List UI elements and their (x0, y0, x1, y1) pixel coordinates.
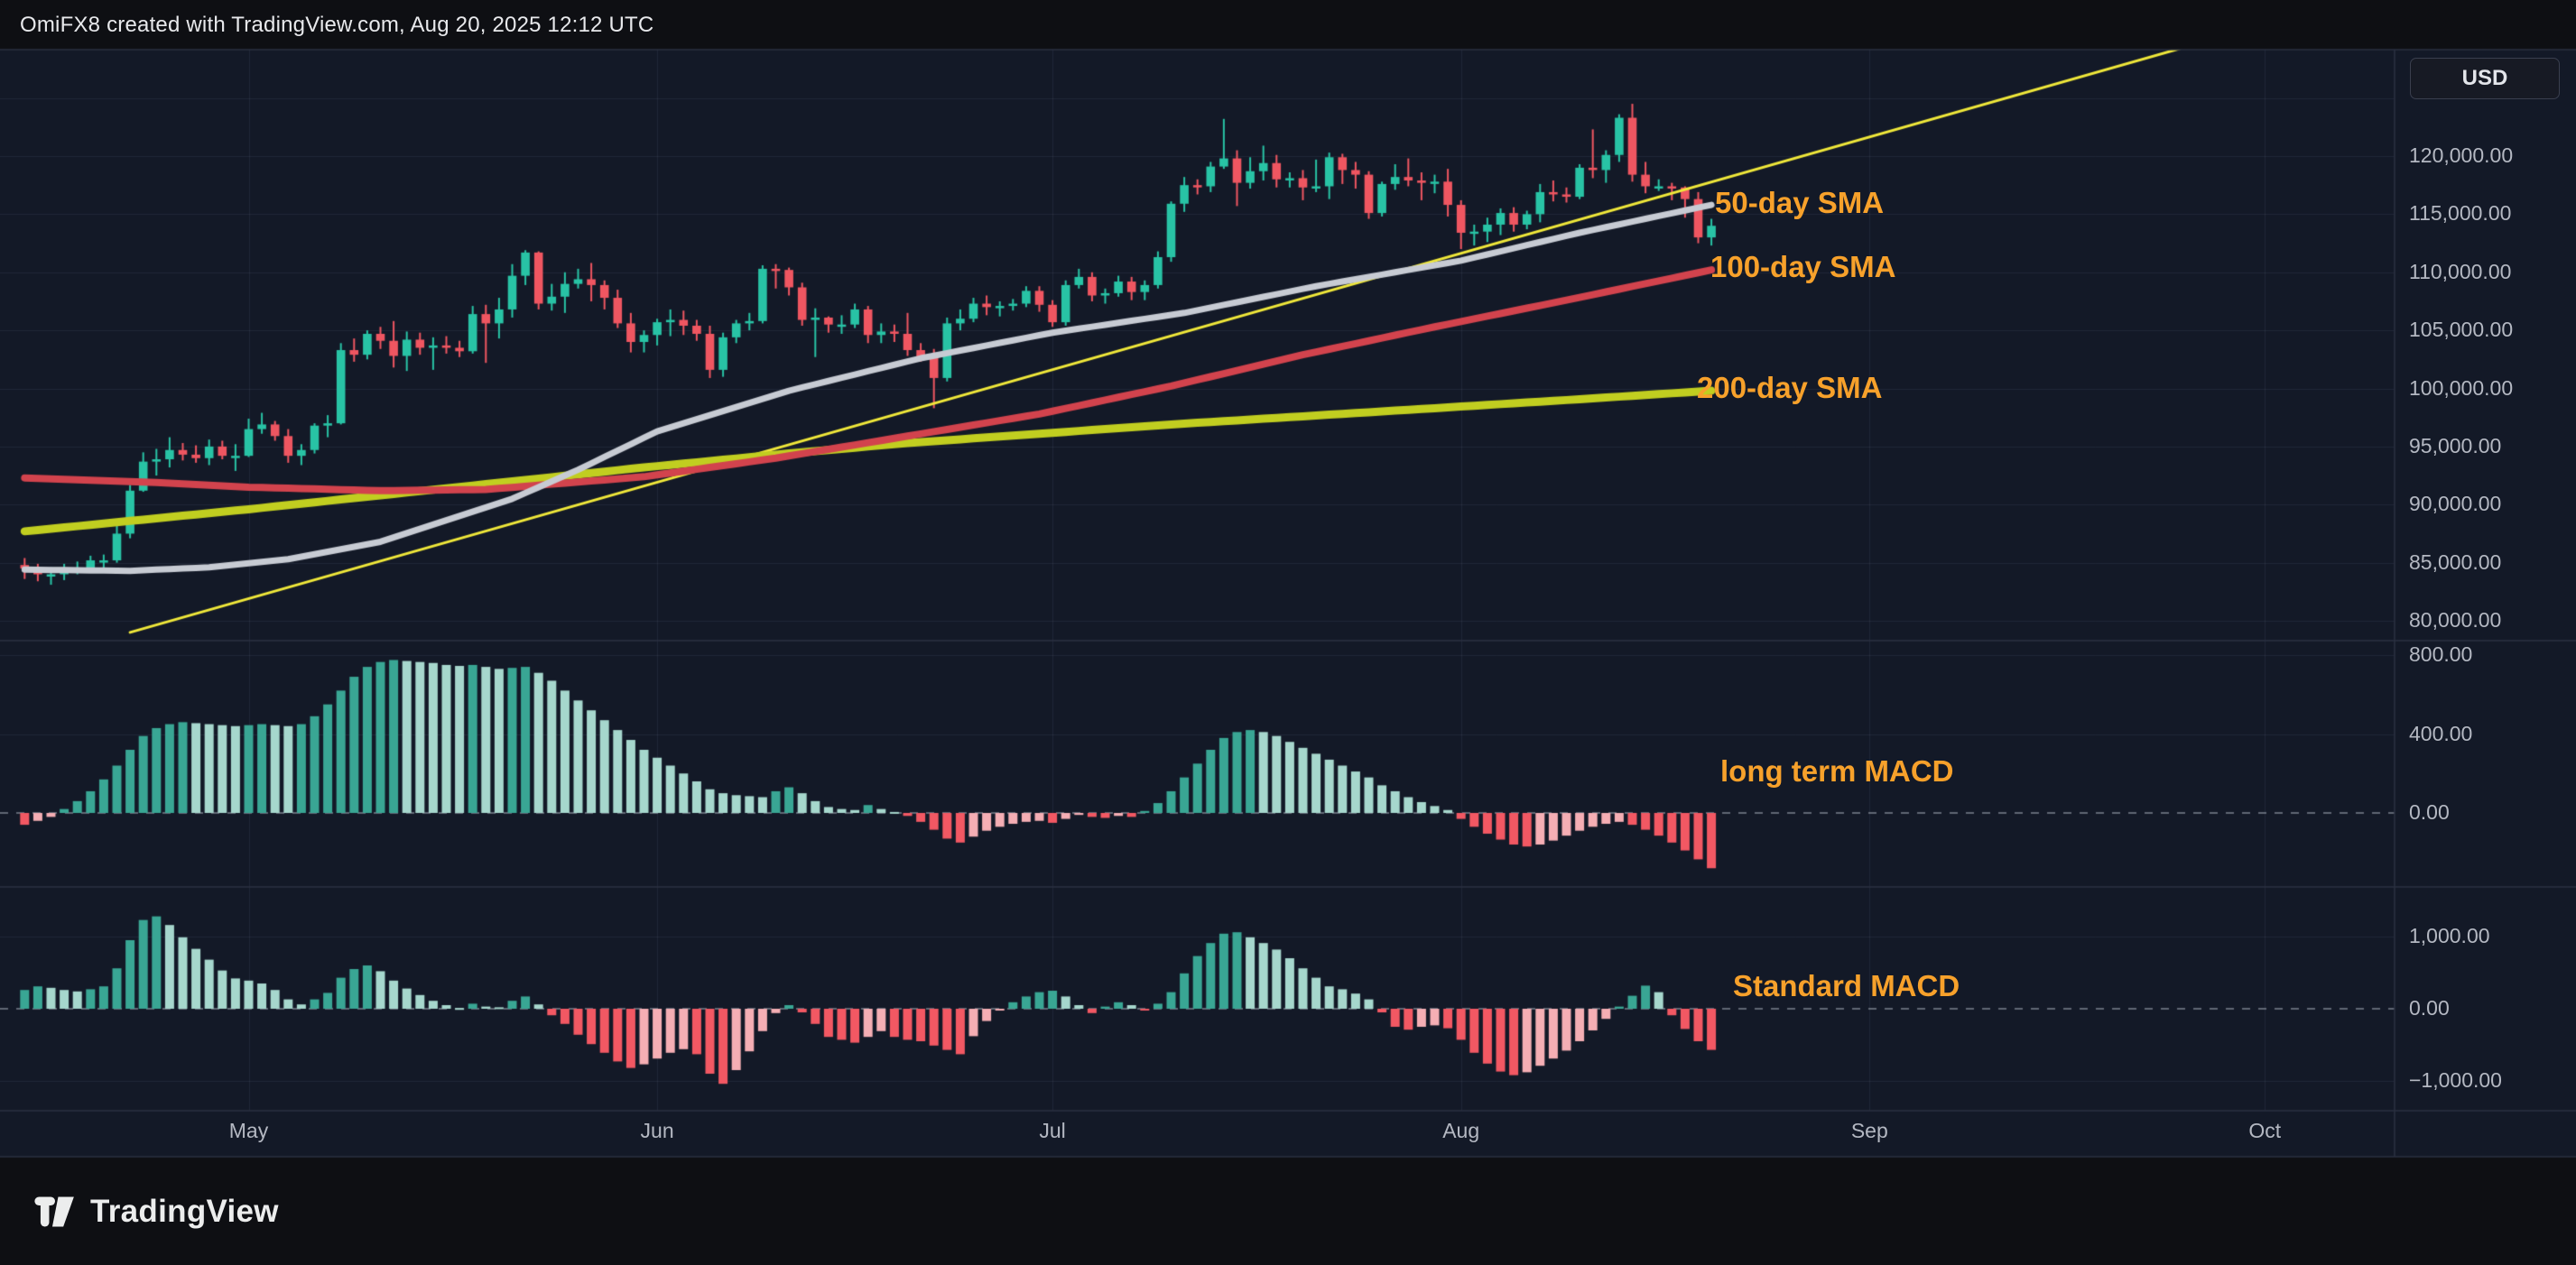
month-tick-label: Aug (1442, 1119, 1480, 1142)
price-tick-label: 80,000.00 (2409, 608, 2502, 632)
month-tick-label: Sep (1850, 1119, 1888, 1142)
month-tick-label: Oct (2248, 1119, 2282, 1142)
price-tick-label: 85,000.00 (2409, 549, 2502, 574)
macd-long-tick-label: 0.00 (2409, 800, 2450, 824)
sma100-annotation: 100-day SMA (1710, 250, 1896, 283)
month-tick-label: May (228, 1119, 269, 1142)
price-tick-label: 115,000.00 (2409, 201, 2512, 226)
price-tick-label: 95,000.00 (2409, 433, 2502, 457)
chart-header: OmiFX8 created with TradingView.com, Aug… (0, 0, 2576, 50)
macd-long-tick-label: 800.00 (2409, 642, 2473, 666)
currency-selector-button[interactable]: USD (2410, 58, 2560, 99)
price-tick-label: 105,000.00 (2409, 318, 2514, 342)
month-tick-label: Jul (1039, 1119, 1066, 1142)
chart-attribution: OmiFX8 created with TradingView.com, Aug… (20, 12, 654, 37)
price-tick-label: 90,000.00 (2409, 492, 2502, 516)
price-tick-label: 110,000.00 (2409, 259, 2512, 283)
macd-long-annotation: long term MACD (1720, 754, 1954, 788)
sma200-annotation: 200-day SMA (1697, 371, 1883, 404)
tradingview-logo-icon[interactable] (34, 1194, 76, 1230)
month-tick-label: Jun (640, 1119, 674, 1142)
sma50-annotation: 50-day SMA (1715, 186, 1885, 219)
tradingview-brand-text[interactable]: TradingView (90, 1194, 279, 1229)
macd-std-tick-label: −1,000.00 (2409, 1068, 2502, 1092)
footer-bar: TradingView (0, 1159, 2576, 1265)
macd-std-tick-label: 0.00 (2409, 996, 2450, 1020)
macd-long-tick-label: 400.00 (2409, 721, 2473, 745)
macd-std-annotation: Standard MACD (1733, 969, 1960, 1002)
price-tick-label: 100,000.00 (2409, 375, 2514, 400)
price-tick-label: 120,000.00 (2409, 143, 2514, 167)
macd-std-tick-label: 1,000.00 (2409, 924, 2490, 947)
